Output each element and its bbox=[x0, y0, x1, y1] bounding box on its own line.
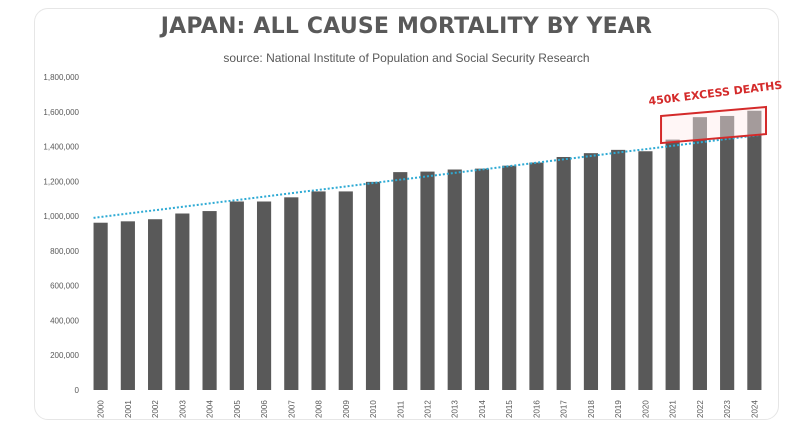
y-tick-label: 1,000,000 bbox=[43, 212, 79, 221]
bar-2000 bbox=[93, 222, 108, 390]
x-tick-label: 2004 bbox=[206, 400, 215, 418]
x-tick-label: 2015 bbox=[505, 400, 514, 418]
chart-subtitle: source: National Institute of Population… bbox=[223, 51, 590, 65]
x-tick-label: 2023 bbox=[723, 400, 732, 418]
bar-2019 bbox=[611, 149, 626, 390]
y-tick-label: 1,600,000 bbox=[43, 108, 79, 117]
y-tick-label: 1,800,000 bbox=[43, 73, 79, 82]
x-tick-label: 2007 bbox=[287, 400, 296, 418]
bar-2012 bbox=[420, 171, 435, 390]
x-tick-label: 2002 bbox=[151, 400, 160, 418]
x-tick-label: 2024 bbox=[750, 400, 759, 418]
bar-2010 bbox=[365, 181, 381, 390]
bar-2009 bbox=[338, 191, 353, 390]
bar-2015 bbox=[502, 165, 517, 390]
x-tick-label: 2017 bbox=[560, 400, 569, 418]
y-tick-label: 400,000 bbox=[50, 316, 79, 325]
annotation-box bbox=[660, 105, 767, 145]
x-tick-label: 2008 bbox=[315, 400, 324, 418]
y-axis: 0 200,000 400,000 600,000 800,000 1,000,000 1,… bbox=[43, 73, 79, 395]
x-tick-label: 2003 bbox=[178, 400, 187, 418]
bar-2003 bbox=[175, 213, 190, 390]
bar-2008 bbox=[311, 191, 326, 390]
bars bbox=[93, 110, 762, 391]
y-tick-label: 1,200,000 bbox=[43, 177, 79, 186]
x-tick-label: 2000 bbox=[97, 400, 106, 418]
x-tick-label: 2013 bbox=[451, 400, 460, 418]
x-tick-label: 2022 bbox=[696, 400, 705, 418]
bar-2005 bbox=[229, 201, 244, 390]
bar-2001 bbox=[120, 221, 135, 390]
annotation-label: 450K EXCESS DEATHS bbox=[648, 79, 783, 108]
x-tick-label: 2020 bbox=[641, 400, 650, 418]
y-tick-label: 0 bbox=[75, 386, 80, 395]
bar-2011 bbox=[393, 172, 408, 390]
y-tick-label: 200,000 bbox=[50, 351, 79, 360]
x-tick-label: 2021 bbox=[669, 400, 678, 418]
bar-2016 bbox=[529, 162, 544, 390]
bar-2002 bbox=[148, 219, 163, 390]
bar-2017 bbox=[556, 156, 571, 390]
x-tick-label: 2005 bbox=[233, 400, 242, 418]
bar-2007 bbox=[284, 197, 299, 390]
chart-title: JAPAN: ALL CAUSE MORTALITY BY YEAR bbox=[160, 14, 653, 39]
x-axis: 2000 2001 2002 2003 2004 2005 2006 2007 2008 2009… bbox=[97, 400, 760, 418]
bar-2014 bbox=[474, 168, 490, 390]
y-tick-label: 800,000 bbox=[50, 247, 79, 256]
bar-2022 bbox=[692, 117, 707, 390]
x-tick-label: 2012 bbox=[424, 400, 433, 418]
bar-2023 bbox=[720, 115, 735, 390]
x-tick-label: 2011 bbox=[396, 400, 405, 418]
x-tick-label: 2014 bbox=[478, 400, 487, 418]
x-tick-label: 2016 bbox=[532, 400, 541, 418]
bar-2024 bbox=[747, 110, 762, 391]
y-tick-label: 1,400,000 bbox=[43, 143, 79, 152]
bar-2020 bbox=[638, 151, 653, 390]
bar-2006 bbox=[256, 201, 272, 390]
x-tick-label: 2006 bbox=[260, 400, 269, 418]
x-tick-label: 2018 bbox=[587, 400, 596, 418]
bar-2021 bbox=[665, 139, 680, 390]
trend-line bbox=[93, 133, 762, 219]
bar-2004 bbox=[202, 211, 217, 390]
x-tick-label: 2010 bbox=[369, 400, 378, 418]
x-tick-label: 2019 bbox=[614, 400, 623, 418]
x-tick-label: 2009 bbox=[342, 400, 351, 418]
bar-2018 bbox=[583, 153, 599, 390]
annotation: 450K EXCESS DEATHS bbox=[648, 79, 783, 145]
bar-2013 bbox=[447, 169, 462, 390]
y-tick-label: 600,000 bbox=[50, 282, 79, 291]
x-tick-label: 2001 bbox=[124, 400, 133, 418]
